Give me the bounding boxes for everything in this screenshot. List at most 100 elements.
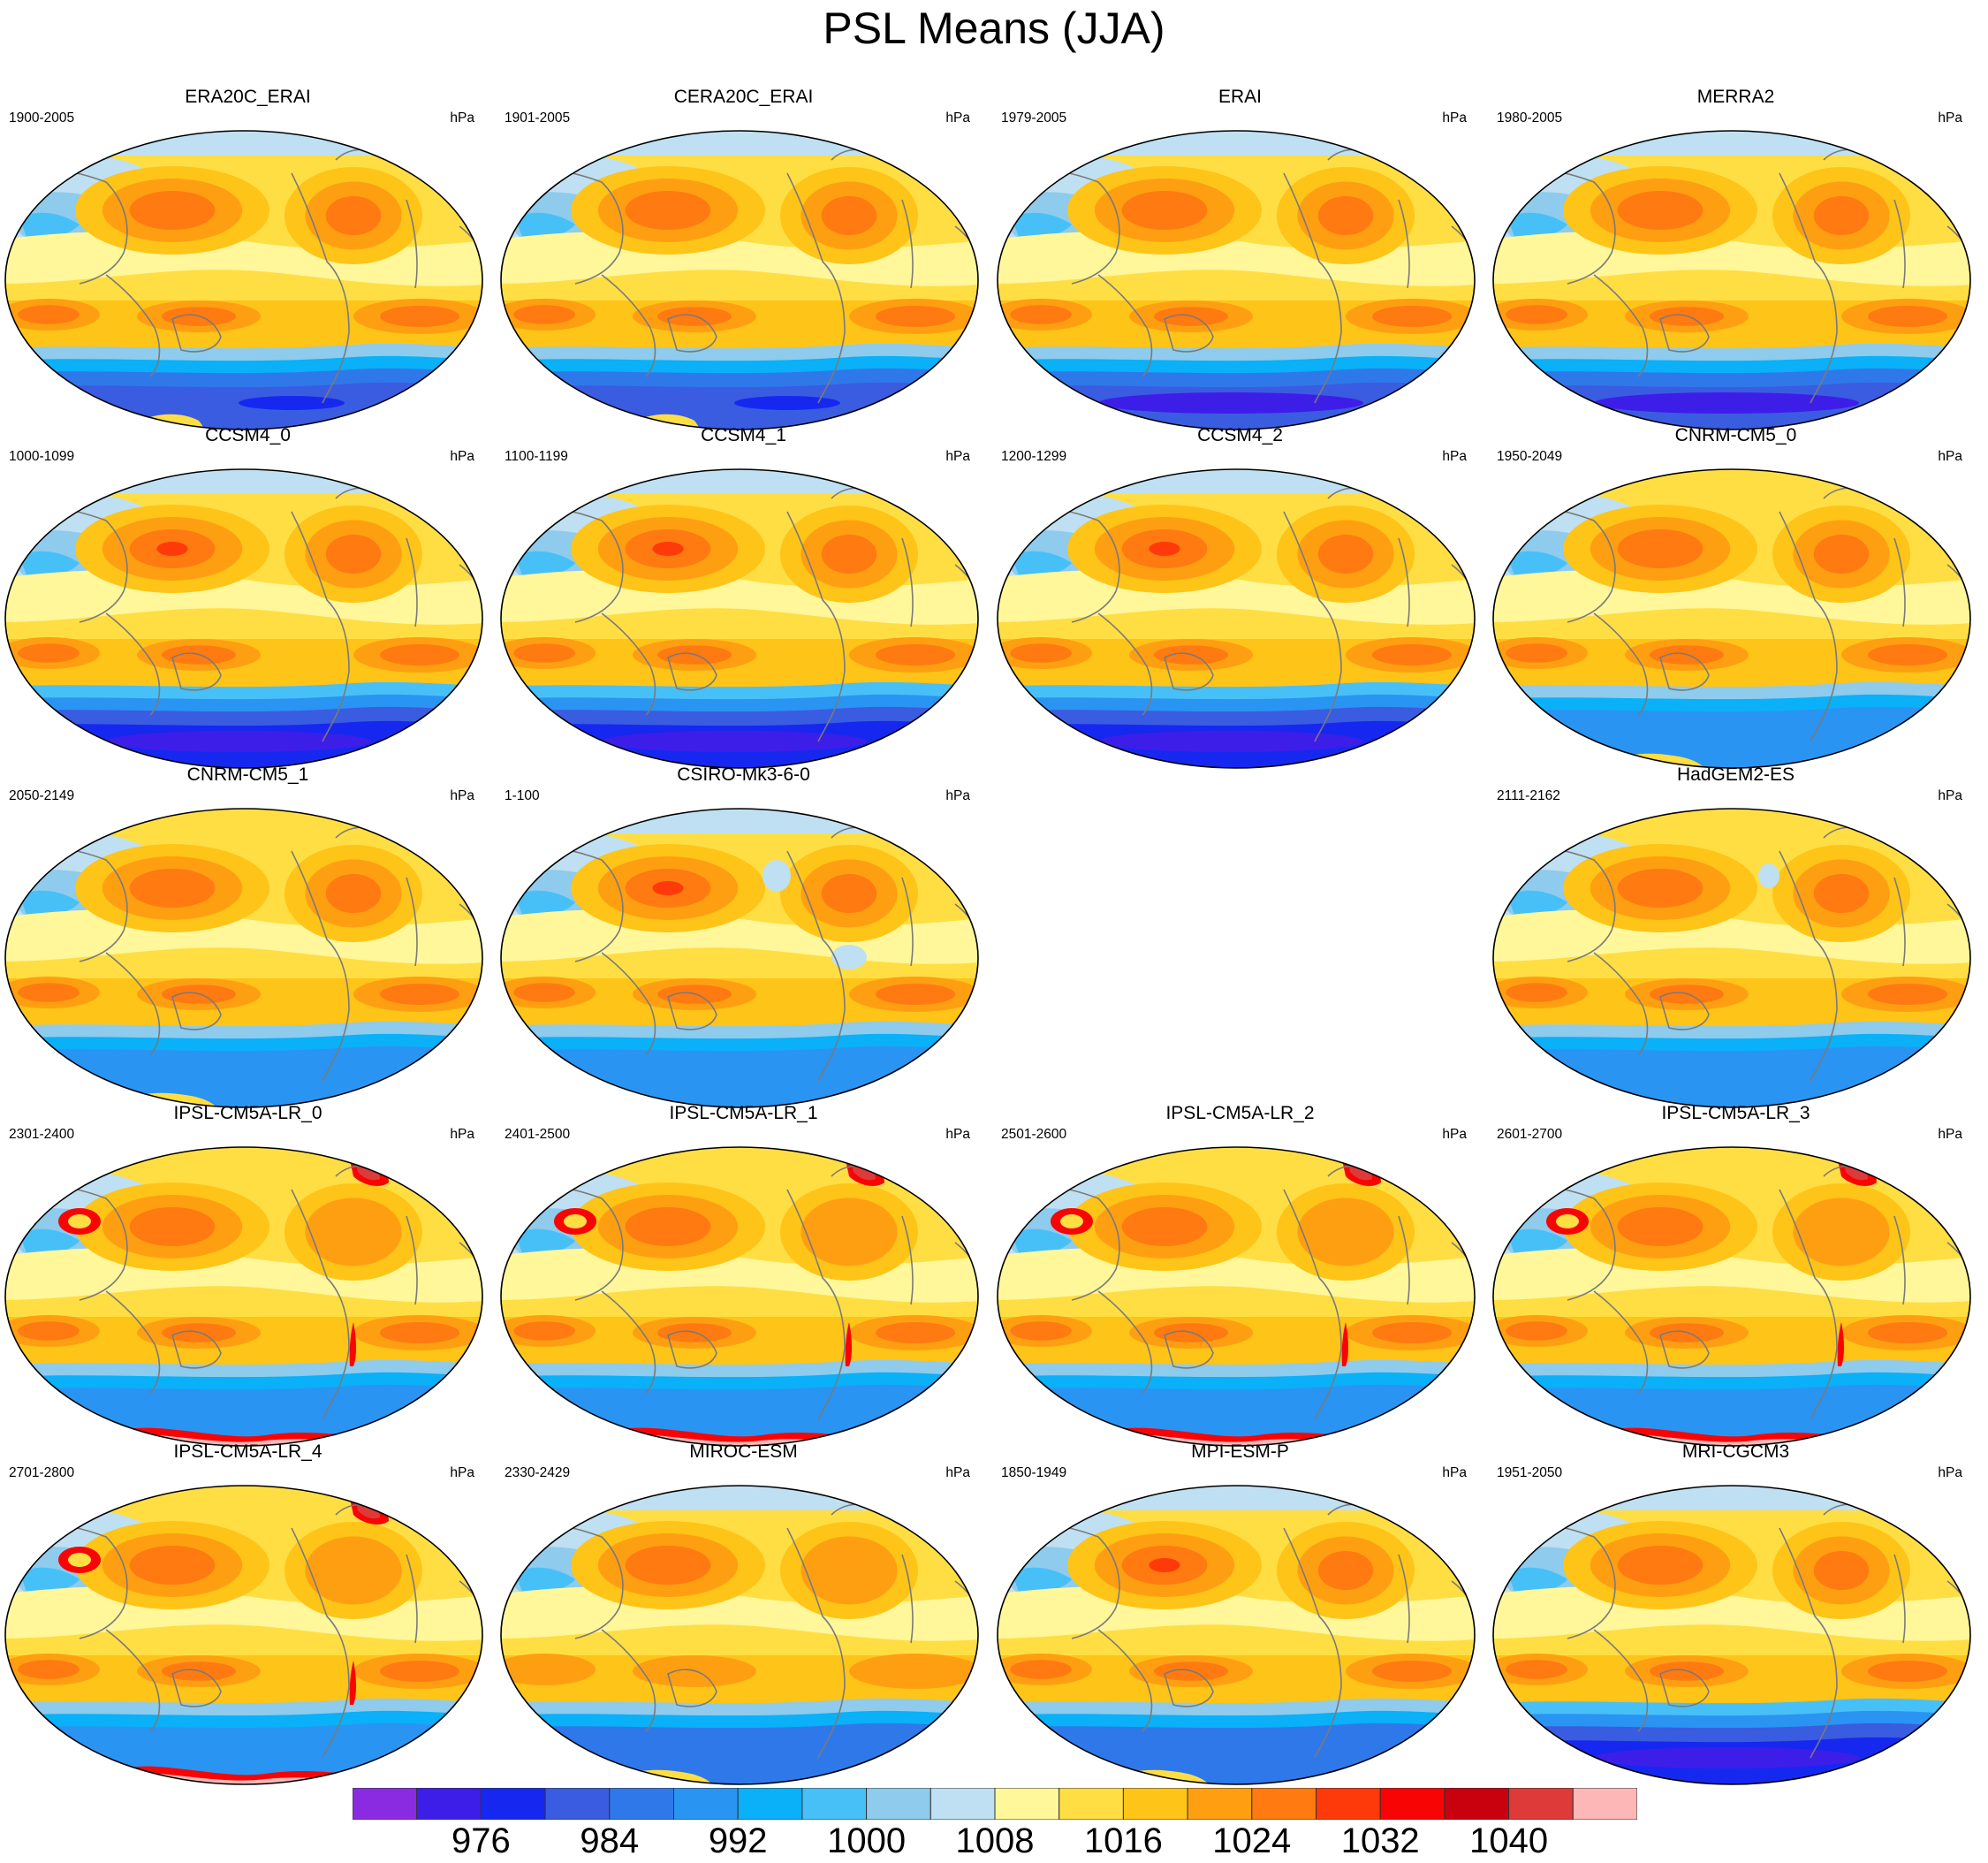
- world-map: [4, 1485, 483, 1785]
- world-map: [1492, 130, 1971, 430]
- map-panel: MIROC-ESM 2330-2429 hPa: [496, 1440, 991, 1785]
- world-map: [997, 468, 1476, 769]
- panel-title: CNRM-CM5_0: [1674, 425, 1797, 445]
- panel-years: 2050-2149: [9, 788, 75, 803]
- main-title: PSL Means (JJA): [823, 4, 1165, 53]
- panel-units: hPa: [1442, 1127, 1467, 1142]
- colorbar-swatch: [801, 1788, 868, 1820]
- world-map: [1492, 1146, 1971, 1447]
- panel-title: MERRA2: [1696, 87, 1775, 107]
- panel-years: 2111-2162: [1497, 788, 1560, 803]
- panel-years: 2330-2429: [505, 1465, 571, 1480]
- panel-title: ERA20C_ERAI: [185, 87, 311, 107]
- colorbar-swatch: [1251, 1788, 1316, 1820]
- map-panel: MRI-CGCM3 1951-2050 hPa: [1488, 1440, 1984, 1785]
- world-map: [4, 130, 483, 430]
- colorbar-tick-label: 1024: [1212, 1821, 1292, 1860]
- world-map: [500, 468, 979, 769]
- panel-units: hPa: [1442, 1465, 1467, 1480]
- world-map: [1492, 468, 1971, 769]
- colorbar-tick-label: 1032: [1340, 1821, 1420, 1860]
- panel-units: hPa: [1938, 110, 1962, 125]
- map-panel: IPSL-CM5A-LR_3 2601-2700 hPa: [1488, 1101, 1984, 1447]
- world-map: [997, 130, 1476, 430]
- panel-years: 2401-2500: [505, 1127, 571, 1142]
- colorbar-swatch: [866, 1788, 931, 1820]
- panel-units: hPa: [1938, 1465, 1962, 1480]
- colorbar-tick-label: 984: [580, 1821, 640, 1860]
- colorbar-tick-label: 1040: [1469, 1821, 1549, 1860]
- panel-title: CCSM4_0: [205, 425, 291, 445]
- panel-units: hPa: [450, 1127, 474, 1142]
- colorbar-swatch: [930, 1788, 996, 1820]
- map-panel: MPI-ESM-P 1850-1949 hPa: [992, 1440, 1488, 1785]
- panel-units: hPa: [1938, 1127, 1962, 1142]
- colorbar-swatch: [416, 1788, 482, 1820]
- colorbar-swatch: [480, 1788, 546, 1820]
- panel-units: hPa: [450, 788, 474, 803]
- panel-units: hPa: [1938, 788, 1962, 803]
- colorbar-swatch: [1444, 1788, 1510, 1820]
- panel-years: 1951-2050: [1497, 1465, 1563, 1480]
- colorbar-swatch: [994, 1788, 1060, 1820]
- world-map: [1492, 1485, 1971, 1785]
- panel-units: hPa: [1442, 110, 1467, 125]
- world-map: [4, 468, 483, 769]
- colorbar-swatch: [609, 1788, 674, 1820]
- map-panel: HadGEM2-ES 2111-2162 hPa: [1488, 763, 1984, 1108]
- map-panel: CCSM4_2 1200-1299 hPa: [992, 423, 1488, 769]
- map-panel: CCSM4_0 1000-1099 hPa: [0, 423, 496, 769]
- world-map: [500, 808, 979, 1108]
- panel-title: IPSL-CM5A-LR_2: [1165, 1103, 1315, 1123]
- panel-years: 2701-2800: [9, 1465, 75, 1480]
- panel-years: 1100-1199: [505, 449, 568, 464]
- panel-units: hPa: [945, 110, 970, 125]
- colorbar-swatch: [1058, 1788, 1124, 1820]
- panel-title: MRI-CGCM3: [1681, 1441, 1790, 1462]
- colorbar-swatch: [544, 1788, 611, 1820]
- colorbar-tick-label: 1008: [955, 1821, 1035, 1860]
- world-map: [997, 1146, 1476, 1447]
- map-panel: CNRM-CM5_0 1950-2049 hPa: [1488, 423, 1984, 769]
- panel-units: hPa: [945, 1465, 970, 1480]
- colorbar-tick-label: 992: [708, 1821, 768, 1860]
- world-map: [500, 1485, 979, 1785]
- colorbar-swatch: [1508, 1788, 1574, 1820]
- panel-years: 2301-2400: [9, 1127, 75, 1142]
- colorbar-labels: 976 984 992 1000 1008 1016 1024 1032 1040: [0, 1821, 1988, 1863]
- panel-units: hPa: [450, 110, 474, 125]
- map-panel: IPSL-CM5A-LR_2 2501-2600 hPa: [992, 1101, 1488, 1447]
- panel-title: CCSM4_1: [701, 425, 786, 445]
- panel-years: 1000-1099: [9, 449, 75, 464]
- map-panel: IPSL-CM5A-LR_0 2301-2400 hPa: [0, 1101, 496, 1447]
- colorbar-swatch: [737, 1788, 803, 1820]
- panel-units: hPa: [945, 788, 970, 803]
- world-map: [4, 808, 483, 1108]
- colorbar-swatch: [673, 1788, 739, 1820]
- world-map: [1492, 808, 1971, 1108]
- world-map: [500, 1146, 979, 1447]
- map-panel: IPSL-CM5A-LR_4 2701-2800 hPa: [0, 1440, 496, 1785]
- panel-years: 1900-2005: [9, 110, 75, 125]
- colorbar-swatch: [1572, 1788, 1637, 1820]
- map-panel: ERAI 1979-2005 hPa: [992, 85, 1488, 430]
- panel-title: ERAI: [1218, 87, 1262, 107]
- panel-years: 2501-2600: [1001, 1127, 1067, 1142]
- panel-units: hPa: [945, 1127, 970, 1142]
- panel-title: IPSL-CM5A-LR_4: [173, 1441, 322, 1462]
- panel-title: IPSL-CM5A-LR_0: [173, 1103, 322, 1123]
- panel-title: IPSL-CM5A-LR_3: [1661, 1103, 1810, 1123]
- panel-units: hPa: [450, 1465, 474, 1480]
- panel-years: 1950-2049: [1497, 449, 1563, 464]
- map-panel: ERA20C_ERAI 1900-2005 hPa: [0, 85, 496, 430]
- map-panel: CSIRO-Mk3-6-0 1-100 hPa: [496, 763, 991, 1108]
- panel-years: 1850-1949: [1001, 1465, 1067, 1480]
- panel-title: MPI-ESM-P: [1191, 1441, 1289, 1462]
- map-panel: CCSM4_1 1100-1199 hPa: [496, 423, 991, 769]
- panel-years: 1980-2005: [1497, 110, 1563, 125]
- colorbar-swatch: [353, 1788, 418, 1820]
- panel-years: 1-100: [505, 788, 540, 803]
- map-panels-grid: ERA20C_ERAI 1900-2005 hPa CERA20C_ERAI 1901-…: [0, 85, 1984, 1785]
- panel-title: IPSL-CM5A-LR_1: [669, 1103, 818, 1123]
- colorbar-swatch: [1187, 1788, 1253, 1820]
